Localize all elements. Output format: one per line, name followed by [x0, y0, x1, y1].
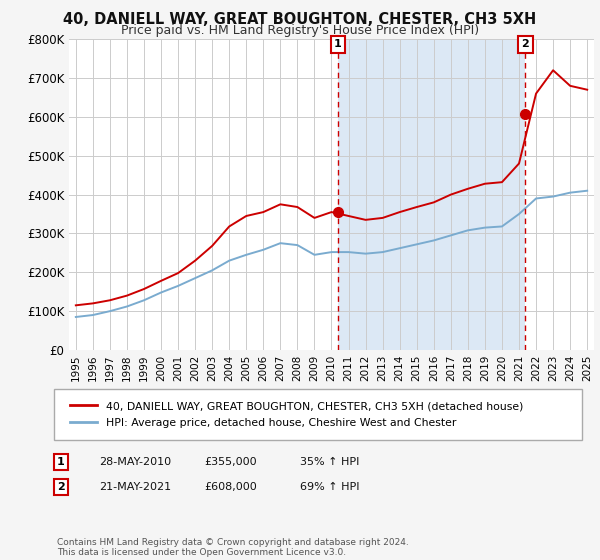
Text: 1: 1 [57, 457, 65, 467]
Legend: 40, DANIELL WAY, GREAT BOUGHTON, CHESTER, CH3 5XH (detached house), HPI: Average: 40, DANIELL WAY, GREAT BOUGHTON, CHESTER… [65, 395, 529, 433]
Text: 21-MAY-2021: 21-MAY-2021 [99, 482, 171, 492]
Text: Contains HM Land Registry data © Crown copyright and database right 2024.
This d: Contains HM Land Registry data © Crown c… [57, 538, 409, 557]
Bar [338, 39, 526, 350]
Text: 69% ↑ HPI: 69% ↑ HPI [300, 482, 359, 492]
Text: 35% ↑ HPI: 35% ↑ HPI [300, 457, 359, 467]
FancyBboxPatch shape [54, 389, 582, 440]
Text: 40, DANIELL WAY, GREAT BOUGHTON, CHESTER, CH3 5XH: 40, DANIELL WAY, GREAT BOUGHTON, CHESTER… [64, 12, 536, 27]
Text: £355,000: £355,000 [204, 457, 257, 467]
Text: 2: 2 [57, 482, 65, 492]
Text: 28-MAY-2010: 28-MAY-2010 [99, 457, 171, 467]
Text: 2: 2 [521, 39, 529, 49]
Text: £608,000: £608,000 [204, 482, 257, 492]
Text: 1: 1 [334, 39, 342, 49]
Text: Price paid vs. HM Land Registry's House Price Index (HPI): Price paid vs. HM Land Registry's House … [121, 24, 479, 36]
